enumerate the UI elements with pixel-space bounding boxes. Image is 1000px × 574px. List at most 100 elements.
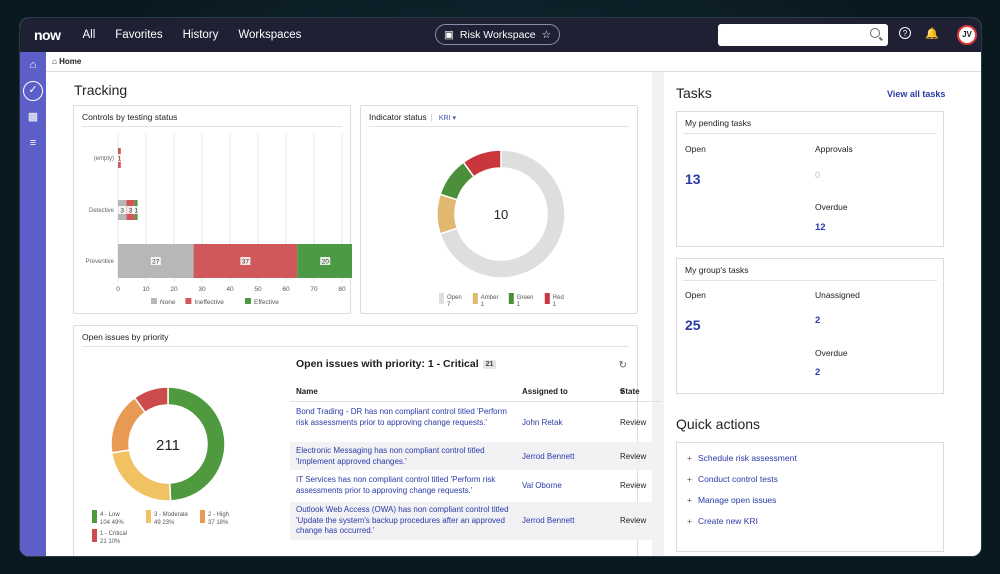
table-row[interactable]: Outlook Web Access (OWA) has non complia… bbox=[290, 502, 662, 540]
legend-count: 1 bbox=[517, 302, 521, 308]
issues-table-title: Open issues with priority: 1 - Critical 2… bbox=[296, 358, 497, 370]
left-rail: ⌂ ✓ ▩ ≡ bbox=[20, 52, 46, 556]
tasks-title: Tasks bbox=[676, 85, 712, 101]
divider bbox=[82, 126, 342, 127]
nav-workspaces[interactable]: Workspaces bbox=[238, 29, 302, 41]
workspace-pill[interactable]: ▣ Risk Workspace ☆ bbox=[435, 24, 560, 45]
tracking-panel: Tracking Controls by testing status 0 10 2… bbox=[46, 72, 662, 556]
star-icon[interactable]: ☆ bbox=[541, 28, 551, 41]
home-small-icon: ⌂ bbox=[52, 57, 57, 66]
list-icon[interactable]: ≡ bbox=[29, 137, 37, 149]
pending-tasks-card: My pending tasks Open 13 Approvals 0 Ove… bbox=[676, 111, 944, 247]
count-badge: 21 bbox=[482, 359, 497, 369]
plus-icon: + bbox=[687, 453, 692, 463]
x-tick-label: 80 bbox=[338, 286, 346, 293]
issues-donut-chart: 211 4 - Low 104 49% 3 - Moderate 49 23% 2 - H… bbox=[92, 386, 229, 545]
nav-all[interactable]: All bbox=[82, 29, 96, 41]
breadcrumb-home[interactable]: Home bbox=[59, 57, 82, 66]
now-logo[interactable]: now bbox=[34, 27, 61, 43]
open-issues-card: Open issues by priority 211 4 - Low 104 49… bbox=[73, 325, 662, 556]
issue-link[interactable]: Outlook Web Access (OWA) has non complia… bbox=[296, 505, 509, 535]
state-value: Review bbox=[620, 481, 647, 490]
legend-count: 7 bbox=[447, 302, 451, 308]
x-tick-label: 60 bbox=[282, 286, 290, 293]
help-icon[interactable]: ? bbox=[899, 27, 911, 39]
group-tasks-title: My group's tasks bbox=[685, 265, 749, 275]
clipboard-icon[interactable]: ▩ bbox=[27, 111, 39, 123]
data-label-bg bbox=[132, 206, 141, 214]
divider bbox=[369, 126, 629, 127]
overdue-count[interactable]: 2 bbox=[815, 367, 821, 378]
col-assigned-to[interactable]: Assigned to bbox=[522, 387, 568, 396]
donut-slice bbox=[133, 386, 169, 414]
quick-action-conduct-control-tests[interactable]: + Conduct control tests bbox=[687, 474, 778, 484]
legend-swatch bbox=[146, 510, 151, 523]
assignee-link[interactable]: John Retak bbox=[522, 418, 563, 427]
data-label-bg bbox=[118, 206, 127, 214]
nav-history[interactable]: History bbox=[182, 29, 219, 41]
nav-favorites[interactable]: Favorites bbox=[115, 29, 163, 41]
y-category-label: (empty) bbox=[94, 156, 114, 162]
kri-filter-dropdown[interactable]: KRI ▾ bbox=[438, 115, 456, 122]
state-value: Review bbox=[620, 516, 647, 525]
home-icon[interactable]: ⌂ bbox=[29, 59, 37, 71]
pending-tasks-title: My pending tasks bbox=[685, 118, 752, 128]
plus-icon: + bbox=[687, 516, 692, 526]
table-row[interactable]: IT Services has non compliant control ti… bbox=[290, 471, 662, 501]
legend-label: Red bbox=[553, 295, 564, 301]
legend-label: None bbox=[160, 299, 176, 306]
view-all-tasks-link[interactable]: View all tasks bbox=[887, 89, 946, 99]
assignee-link[interactable]: Jerrod Bennett bbox=[522, 452, 575, 461]
legend-label: Effective bbox=[254, 299, 279, 306]
donut-slice bbox=[439, 149, 566, 279]
divider bbox=[683, 133, 937, 134]
assignee-link[interactable]: Val Oborne bbox=[522, 481, 562, 490]
legend-swatch bbox=[200, 510, 205, 523]
approvals-count[interactable]: 0 bbox=[815, 170, 821, 180]
assignee-link[interactable]: Jerrod Bennett bbox=[522, 516, 575, 525]
data-label-bg bbox=[240, 257, 251, 265]
overdue-count[interactable]: 12 bbox=[815, 222, 826, 233]
check-circle-icon[interactable]: ✓ bbox=[23, 81, 43, 101]
search-icon[interactable] bbox=[870, 28, 880, 38]
open-label: Open bbox=[685, 290, 706, 300]
col-name[interactable]: Name bbox=[296, 387, 318, 396]
issue-link[interactable]: IT Services has non compliant control ti… bbox=[296, 475, 496, 495]
quick-action-schedule-risk-assessment[interactable]: + Schedule risk assessment bbox=[687, 453, 797, 463]
bell-icon[interactable]: 🔔 bbox=[925, 28, 939, 40]
refresh-icon[interactable]: ↻ bbox=[618, 360, 627, 371]
quick-action-manage-open-issues[interactable]: + Manage open issues bbox=[687, 495, 777, 505]
data-label-bg bbox=[150, 257, 161, 265]
data-label: 20 bbox=[322, 259, 330, 266]
legend-swatch bbox=[544, 293, 550, 304]
legend-label: Ineffective bbox=[194, 299, 224, 306]
unassigned-count[interactable]: 2 bbox=[815, 315, 821, 326]
donut-slice bbox=[462, 149, 502, 178]
avatar[interactable]: JV bbox=[957, 25, 977, 45]
legend-swatch bbox=[508, 293, 514, 304]
filter-icon[interactable]: ▿ bbox=[620, 387, 625, 396]
open-count[interactable]: 13 bbox=[685, 171, 701, 187]
divider bbox=[290, 401, 662, 402]
table-row[interactable]: Electronic Messaging has non compliant c… bbox=[290, 442, 662, 470]
data-label: 1 bbox=[118, 156, 122, 163]
data-label-bg bbox=[320, 257, 331, 265]
open-label: Open bbox=[685, 144, 706, 154]
issue-link[interactable]: Electronic Messaging has non compliant c… bbox=[296, 446, 485, 466]
data-label: 37 bbox=[242, 259, 250, 266]
legend-count: 37 18% bbox=[208, 520, 229, 526]
open-count[interactable]: 25 bbox=[685, 317, 701, 333]
quick-action-create-new-kri[interactable]: + Create new KRI bbox=[687, 516, 758, 526]
legend-label: 3 - Moderate bbox=[154, 512, 189, 518]
donut-slice bbox=[436, 193, 459, 235]
legend-label: Open bbox=[447, 295, 462, 301]
table-row[interactable]: Bond Trading - DR has non compliant cont… bbox=[290, 407, 662, 441]
x-tick-label: 0 bbox=[116, 286, 120, 293]
data-label: 1 bbox=[134, 208, 138, 215]
issue-link[interactable]: Bond Trading - DR has non compliant cont… bbox=[296, 407, 507, 427]
legend-swatch bbox=[439, 293, 444, 304]
legend-label: 2 - High bbox=[208, 512, 229, 518]
global-search-input[interactable] bbox=[718, 24, 888, 46]
legend-count: 1 bbox=[481, 302, 485, 308]
